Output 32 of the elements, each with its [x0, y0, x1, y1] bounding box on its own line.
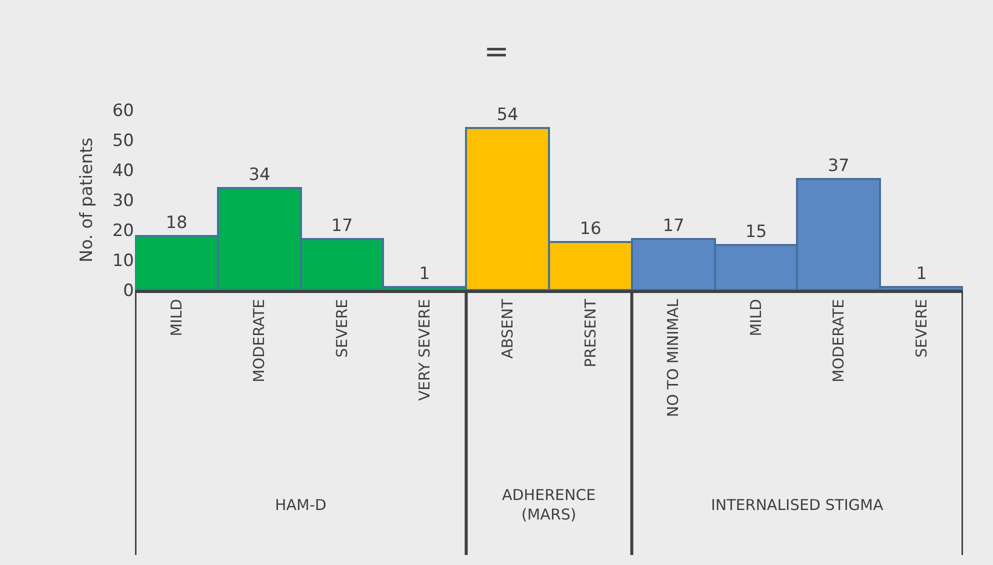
- x-tick-label: MILD: [746, 299, 765, 336]
- y-tick-label: 40: [112, 160, 134, 181]
- x-tick-label: SEVERE: [912, 299, 930, 358]
- text: ADHERENCE (MARS): [502, 486, 596, 524]
- data-label: 15: [745, 222, 767, 242]
- x-tick-label: PRESENT: [581, 298, 600, 368]
- y-tick-label: 20: [112, 220, 134, 241]
- data-label: 18: [166, 213, 188, 233]
- x-tick-label: SEVERE: [332, 299, 351, 358]
- x-tick-label: MODERATE: [830, 299, 848, 382]
- data-label: 37: [828, 156, 850, 176]
- data-label: 17: [331, 216, 353, 236]
- x-tick-label: MILD: [167, 299, 186, 336]
- data-label: 16: [580, 219, 602, 239]
- chart-title: =: [484, 34, 510, 70]
- y-tick-label: 50: [112, 130, 134, 151]
- data-label: 17: [662, 216, 684, 236]
- x-tick-label: VERY SEVERE: [416, 299, 434, 401]
- y-tick-label: 0: [123, 280, 134, 301]
- data-label: 54: [496, 105, 518, 125]
- text: HAM-D: [275, 496, 326, 514]
- x-tick-label: ABSENT: [498, 298, 516, 359]
- text: INTERNALISED STIGMA: [711, 496, 884, 514]
- x-tick-label: NO TO MINIMAL: [664, 298, 682, 418]
- y-tick-label: 60: [112, 100, 134, 121]
- data-label: 1: [419, 264, 430, 284]
- data-label: 34: [248, 165, 270, 185]
- data-label: 1: [916, 264, 927, 284]
- y-tick-label: 30: [112, 190, 134, 211]
- y-axis-title: No. of patients: [76, 137, 97, 262]
- x-tick-label: MODERATE: [250, 299, 268, 382]
- y-tick-label: 10: [112, 250, 134, 271]
